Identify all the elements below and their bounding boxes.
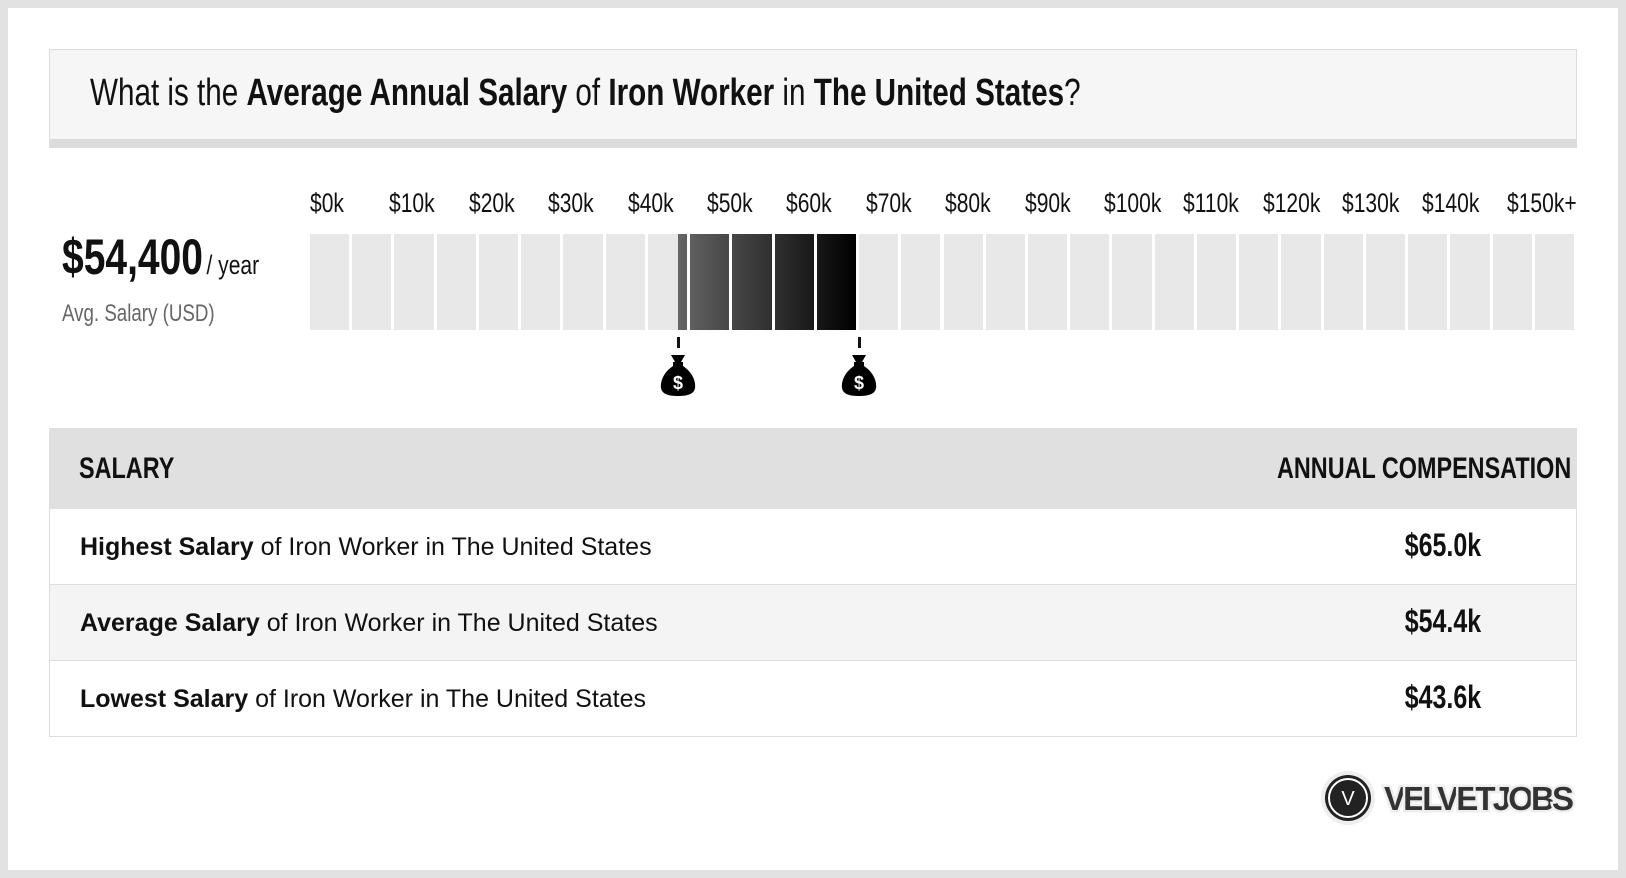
average-salary-unit: / year: [206, 250, 260, 280]
bar-segment: [436, 234, 476, 330]
tick-label: $130k: [1342, 188, 1400, 218]
tick-label: $10k: [389, 188, 436, 218]
table-row: Highest Salary of Iron Worker in The Uni…: [49, 509, 1577, 585]
bar-segment: [1027, 234, 1068, 330]
tick-label: $40k: [627, 188, 674, 218]
bar-segment: [352, 234, 392, 330]
title-job: Iron Worker: [608, 72, 775, 114]
bar-segment: [521, 234, 561, 330]
title-header: What is the Average Annual Salary of Iro…: [49, 49, 1577, 140]
bar-range-fill: [732, 234, 772, 330]
row-label: Lowest Salary of Iron Worker in The Unit…: [80, 685, 647, 713]
row-label: Average Salary of Iron Worker in The Uni…: [80, 609, 658, 637]
bar-segment: [1154, 234, 1194, 330]
table-row: Lowest Salary of Iron Worker in The Unit…: [49, 661, 1577, 737]
bar-range-fill: [816, 234, 857, 330]
bar-range-fill: [690, 234, 730, 330]
tick-label: $20k: [468, 188, 515, 218]
tick-label: $80k: [945, 188, 991, 218]
tick-label: $110k: [1183, 188, 1240, 218]
salary-table: SALARY ANNUAL COMPENSATION Highest Salar…: [49, 428, 1577, 737]
tick-label: $150k+: [1507, 188, 1577, 218]
title-text: What is the: [90, 72, 247, 114]
header-underline: [49, 139, 1577, 148]
marker-line: [857, 337, 861, 348]
bar-segment: [394, 234, 434, 330]
tick-label: $60k: [786, 188, 833, 218]
bar-segment: [901, 234, 941, 330]
title-location: The United States: [813, 72, 1065, 114]
bar-segment: [478, 234, 519, 330]
svg-text:$: $: [673, 373, 683, 393]
marker-line: [676, 337, 680, 348]
row-value: $54.4k: [1404, 603, 1482, 639]
row-value: $65.0k: [1404, 527, 1482, 563]
average-salary-value: $54,400: [62, 229, 203, 285]
bar-segment: [1450, 234, 1490, 330]
tick-label: $140k: [1421, 188, 1479, 218]
title-text: ?: [1064, 72, 1081, 114]
bar-segment: [605, 234, 645, 330]
money-bag-icon: $: [841, 355, 877, 396]
tick-label: $70k: [865, 188, 912, 218]
logo-text: VELVETJOBS: [1384, 780, 1574, 817]
bar-segment: [1323, 234, 1363, 330]
title-text: of: [567, 72, 609, 114]
bar-segment: [859, 234, 899, 330]
bar-segment: [563, 234, 603, 330]
bar-segment: [310, 234, 350, 330]
bar-segment: [1112, 234, 1152, 330]
bar-range-fill: [678, 234, 688, 330]
bar-segment: [1281, 234, 1321, 330]
table-header: SALARY ANNUAL COMPENSATION: [49, 428, 1577, 509]
bar-segment: [1070, 234, 1110, 330]
title-text: in: [774, 72, 814, 114]
bar-segment: [943, 234, 983, 330]
page-title: What is the Average Annual Salary of Iro…: [90, 72, 1360, 115]
salary-range-bar: [310, 234, 1577, 330]
bar-range-fill: [774, 234, 814, 330]
money-bag-icon: $: [661, 355, 696, 396]
table-row: Average Salary of Iron Worker in The Uni…: [49, 585, 1577, 661]
average-salary: $54,400 / year: [62, 228, 315, 286]
bar-segment: [1534, 234, 1574, 330]
title-metric: Average Annual Salary: [246, 72, 568, 114]
low-marker: $: [658, 337, 698, 402]
high-marker: $: [839, 337, 879, 402]
column-header-salary: SALARY: [79, 452, 175, 485]
bar-segment: [1365, 234, 1406, 330]
tick-label: $50k: [707, 188, 753, 218]
tick-label: $30k: [548, 188, 594, 218]
velvetjobs-logo: V VELVETJOBS: [1320, 770, 1580, 826]
column-header-compensation: ANNUAL COMPENSATION: [1277, 452, 1572, 485]
svg-text:$: $: [854, 373, 864, 393]
row-value: $43.6k: [1404, 679, 1482, 715]
average-salary-label: Avg. Salary (USD): [62, 300, 215, 327]
tick-label: $0k: [310, 188, 344, 218]
bar-segment: [1408, 234, 1448, 330]
tick-label: $90k: [1024, 188, 1071, 218]
logo-letter: V: [1341, 788, 1355, 810]
tick-label: $100k: [1104, 188, 1162, 218]
bar-segment: [1239, 234, 1279, 330]
row-label: Highest Salary of Iron Worker in The Uni…: [80, 533, 652, 561]
tick-label: $120k: [1262, 188, 1321, 218]
bar-segment: [1492, 234, 1532, 330]
bar-segment: [1196, 234, 1237, 330]
bar-segment: [985, 234, 1025, 330]
